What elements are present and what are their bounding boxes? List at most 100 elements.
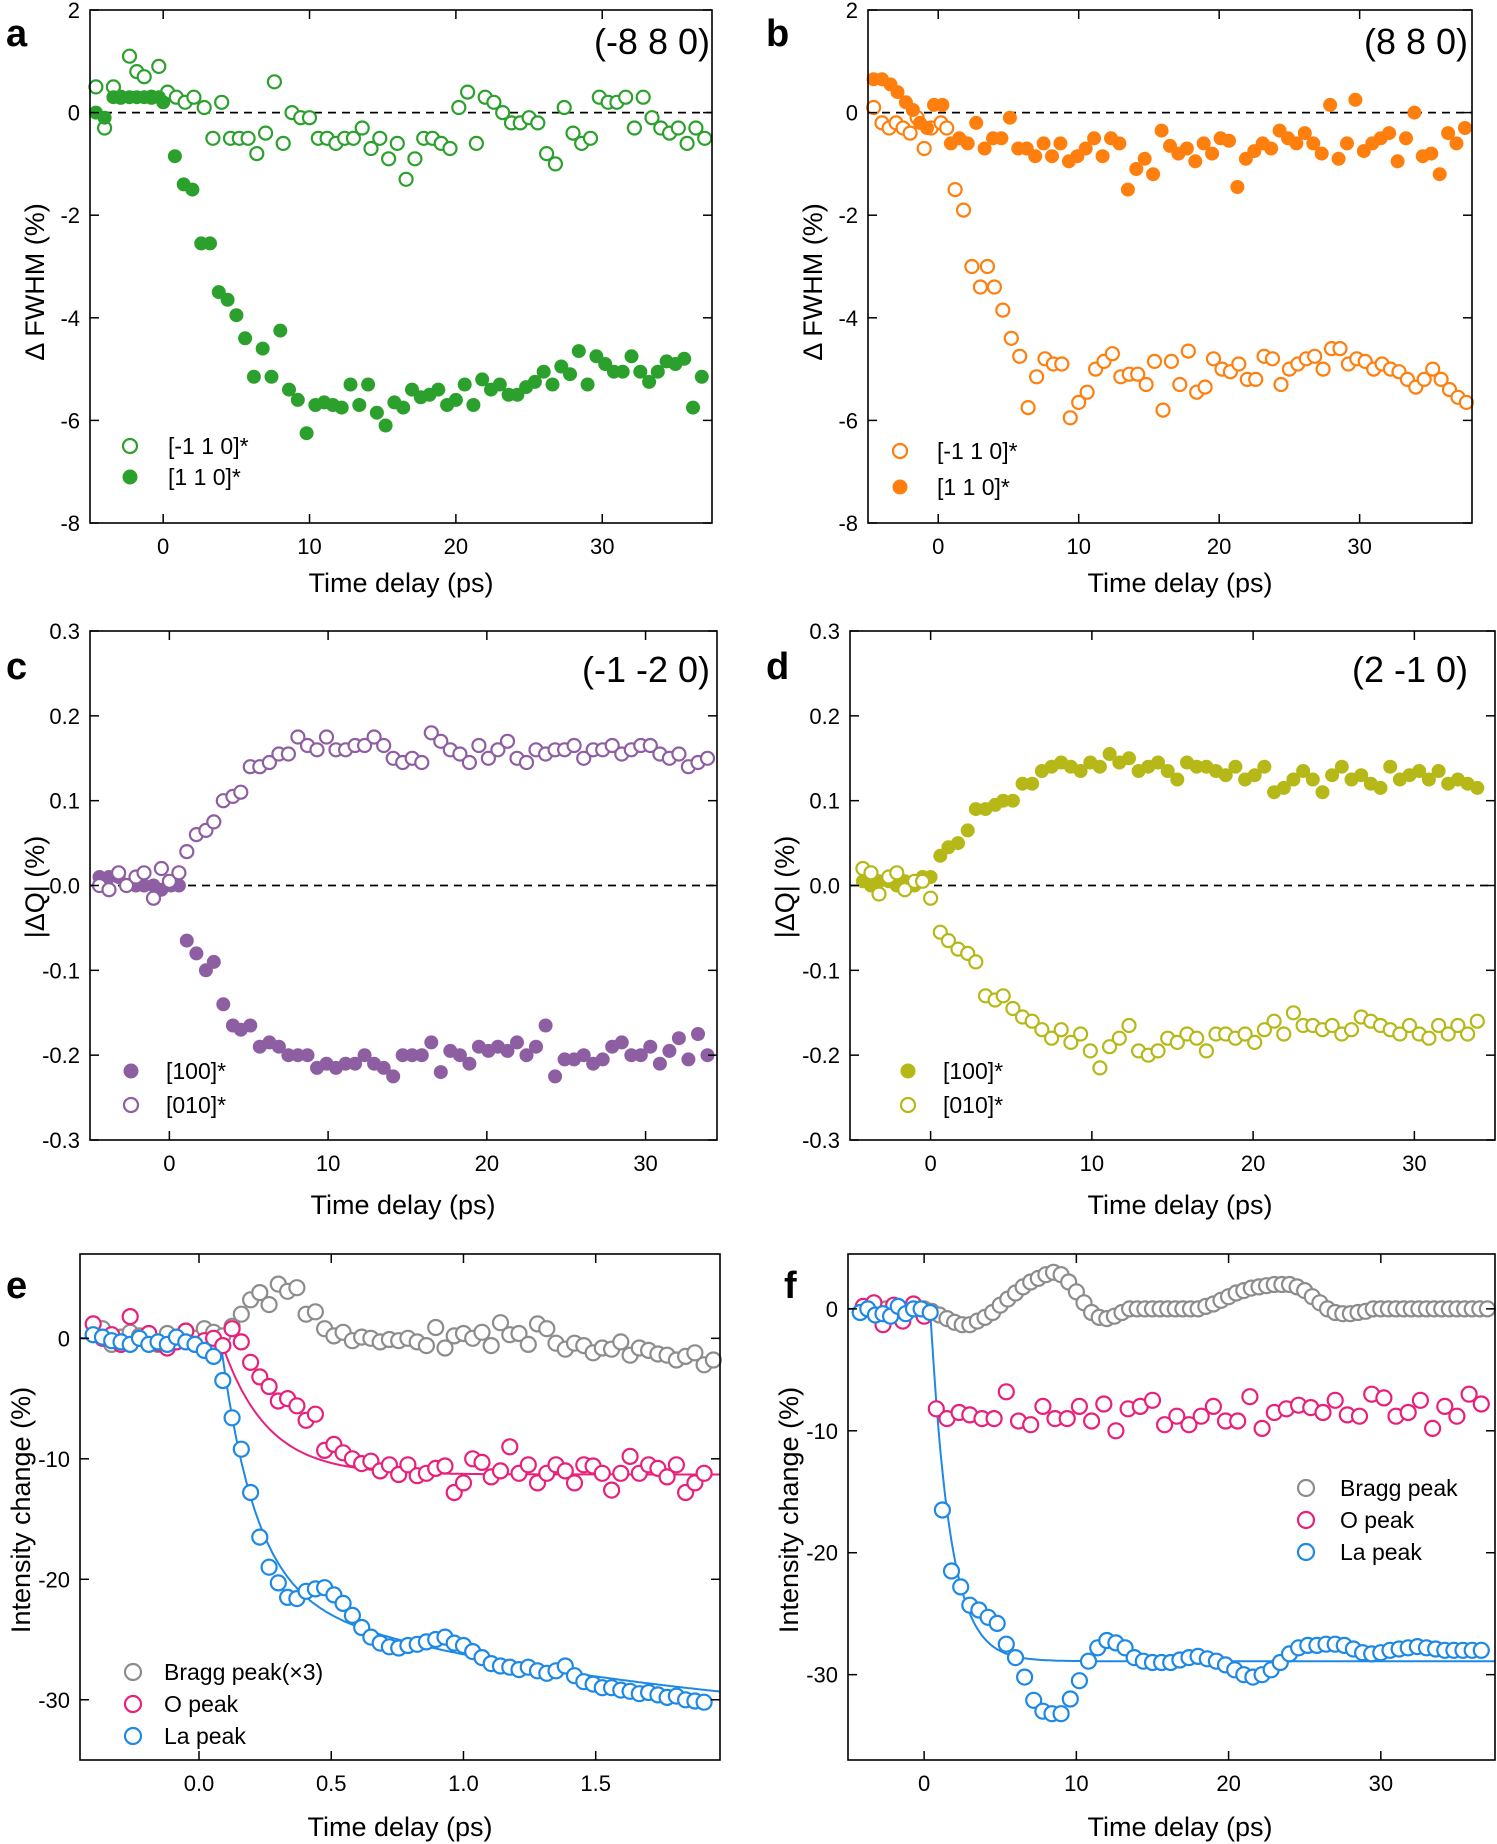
data-point-d-0-34 — [1170, 772, 1185, 787]
data-point-e-2-13 — [205, 1347, 223, 1366]
data-point-d-1-27 — [1101, 1039, 1118, 1055]
y-axis-label-a: Δ FWHM (%) — [20, 203, 50, 361]
data-point-a-0-34 — [381, 151, 397, 167]
data-point-c-1-40 — [461, 754, 477, 771]
legend-label-b-1: [1 1 0]* — [937, 474, 1010, 500]
data-point-a-1-30 — [343, 377, 358, 392]
data-point-c-0-56 — [614, 1035, 629, 1050]
data-point-c-0-49 — [548, 1069, 563, 1084]
data-point-b-1-64 — [1399, 131, 1413, 146]
data-point-b-0-45 — [1231, 356, 1247, 372]
data-point-c-1-24 — [309, 742, 325, 758]
x-tick-label-a-1: 10 — [297, 534, 321, 559]
data-point-b-0-54 — [1307, 348, 1323, 364]
data-point-b-1-35 — [1154, 123, 1169, 138]
data-point-f-2-9 — [921, 1303, 939, 1322]
x-tick-label-a-2: 20 — [444, 534, 468, 559]
data-point-b-0-25 — [1062, 410, 1078, 426]
data-point-b-0-38 — [1172, 376, 1188, 393]
data-point-e-1-38 — [436, 1457, 454, 1475]
panel-title-b: (8 8 0) — [1364, 21, 1468, 62]
data-point-b-0-42 — [1205, 351, 1222, 367]
y-tick-label-c-5: 0.2 — [49, 704, 80, 729]
plot-area-f: 0 10 20 30 -30 -20 -10 0 — [806, 1253, 1497, 1796]
x-axis-label-b: Time delay (ps) — [1087, 568, 1272, 598]
data-point-b-0-41 — [1197, 379, 1213, 395]
data-point-b-1-12 — [960, 136, 975, 151]
data-point-a-1-14 — [203, 236, 217, 251]
data-point-c-1-30 — [366, 729, 382, 745]
data-point-c-0-61 — [662, 1043, 677, 1058]
data-point-a-0-15 — [214, 94, 230, 110]
plot-area-d: 0 10 20 30 -0.3 -0.2 -0.1 0.0 0.1 0.2 0.3 — [802, 619, 1496, 1176]
x-axis-label-c: Time delay (ps) — [310, 1190, 495, 1220]
y-axis-label-c: |ΔQ| (%) — [20, 836, 50, 939]
data-point-a-0-62 — [626, 120, 643, 136]
legend-marker-d-1 — [899, 1096, 917, 1114]
data-point-b-1-38 — [1179, 141, 1194, 156]
data-point-a-1-44 — [466, 398, 481, 412]
data-point-f-2-69 — [1472, 1641, 1490, 1659]
data-point-f-2-23 — [1052, 1705, 1070, 1723]
data-point-b-0-27 — [1079, 384, 1095, 400]
data-point-b-0-34 — [1138, 376, 1154, 393]
data-point-c-0-48 — [538, 1018, 553, 1033]
data-point-f-2-25 — [1070, 1672, 1089, 1690]
y-tick-label-a-5: 2 — [68, 0, 80, 23]
data-point-b-1-65 — [1407, 105, 1422, 120]
y-tick-label-a-4: 0 — [68, 101, 80, 126]
data-point-c-1-65 — [699, 750, 716, 766]
data-point-b-0-72 — [1458, 394, 1475, 410]
data-point-d-0-48 — [1305, 772, 1320, 787]
data-point-a-1-25 — [299, 426, 314, 441]
x-tick-label-a-0: 0 — [157, 534, 169, 559]
data-point-e-2-16 — [232, 1440, 250, 1458]
data-point-d-1-10 — [940, 932, 957, 949]
data-point-a-1-10 — [167, 149, 182, 164]
data-point-e-1-51 — [556, 1462, 574, 1480]
legend-e: Bragg peak(×3) O peak La peak — [123, 1659, 323, 1749]
panel-label-d: d — [766, 646, 789, 688]
data-point-c-0-47 — [529, 1039, 543, 1054]
y-tick-label-a-3: -2 — [60, 203, 80, 228]
data-point-a-0-4 — [121, 48, 138, 64]
data-point-e-1-14 — [214, 1336, 232, 1355]
y-tick-label-e-0: -30 — [38, 1688, 70, 1713]
legend-f: Bragg peak O peak La peak — [1296, 1475, 1458, 1565]
data-point-a-1-9 — [156, 95, 171, 110]
data-point-f-2-26 — [1079, 1652, 1098, 1670]
panel-label-f: f — [784, 1265, 797, 1307]
data-point-b-1-71 — [1458, 121, 1472, 135]
data-point-c-0-29 — [357, 1048, 372, 1063]
data-point-a-0-37 — [407, 151, 423, 167]
data-point-c-0-13 — [206, 954, 221, 969]
y-tick-label-c-0: -0.3 — [42, 1128, 80, 1153]
data-point-a-1-17 — [229, 308, 244, 323]
data-point-a-0-25 — [301, 110, 318, 126]
data-point-b-1-20 — [1028, 149, 1043, 164]
data-point-a-1-34 — [378, 418, 393, 433]
plot-area-c: 0 10 20 30 -0.3 -0.2 -0.1 0.0 0.1 0.2 0.3 — [42, 619, 718, 1176]
data-point-c-1-1 — [101, 882, 117, 898]
data-point-d-1-20 — [1034, 1022, 1050, 1038]
panel-d: d (2 -1 0) 0 10 20 30-0.3-0.2-0.10.00.10.20… — [766, 619, 1496, 1220]
data-point-b-0-24 — [1054, 356, 1070, 372]
data-point-b-1-41 — [1205, 146, 1220, 161]
data-point-d-0-19 — [1025, 776, 1040, 791]
data-point-f-1-7 — [927, 1400, 945, 1418]
legend-label-e-2: La peak — [164, 1723, 246, 1749]
data-point-c-1-25 — [318, 729, 335, 745]
data-point-b-1-17 — [1002, 110, 1017, 125]
data-point-d-0-26 — [1092, 759, 1107, 774]
data-point-d-1-16 — [995, 988, 1011, 1004]
data-point-b-1-27 — [1087, 131, 1102, 146]
data-point-d-0-33 — [1160, 764, 1175, 778]
data-point-b-1-68 — [1432, 167, 1447, 182]
x-tick-label-b-0: 0 — [932, 534, 944, 559]
data-point-d-0-61 — [1431, 764, 1446, 778]
y-tick-label-e-1: -20 — [38, 1567, 70, 1592]
data-point-d-1-5 — [897, 882, 913, 898]
data-point-a-1-15 — [211, 285, 226, 300]
data-point-b-1-52 — [1297, 126, 1312, 141]
x-tick-label-b-3: 30 — [1347, 534, 1371, 559]
